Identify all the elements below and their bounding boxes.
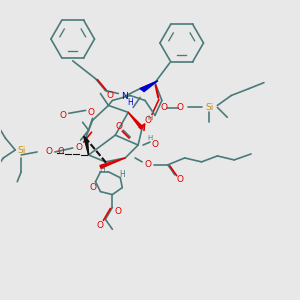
Text: Si: Si xyxy=(17,146,26,154)
Text: O: O xyxy=(115,207,122,216)
Text: O: O xyxy=(87,108,94,117)
Text: O: O xyxy=(176,175,183,184)
Polygon shape xyxy=(140,81,158,92)
Text: O: O xyxy=(152,140,158,148)
Text: H: H xyxy=(100,165,105,174)
Text: O: O xyxy=(176,103,183,112)
Text: O: O xyxy=(75,142,82,152)
Text: O: O xyxy=(59,111,66,120)
Text: N: N xyxy=(121,92,128,101)
Text: O: O xyxy=(89,183,96,192)
Text: O: O xyxy=(97,221,104,230)
Text: O: O xyxy=(145,116,152,125)
Polygon shape xyxy=(100,158,125,168)
Text: O: O xyxy=(45,148,52,157)
Text: O: O xyxy=(160,103,167,112)
Text: Si: Si xyxy=(205,103,214,112)
Text: H: H xyxy=(127,98,133,107)
Text: O: O xyxy=(58,148,64,157)
Text: H: H xyxy=(119,170,125,179)
Text: O: O xyxy=(145,160,152,169)
Text: H: H xyxy=(147,115,153,121)
Polygon shape xyxy=(128,112,143,129)
Polygon shape xyxy=(84,136,88,155)
Text: O: O xyxy=(116,122,123,131)
Text: O: O xyxy=(107,91,114,100)
Text: H: H xyxy=(147,135,153,141)
